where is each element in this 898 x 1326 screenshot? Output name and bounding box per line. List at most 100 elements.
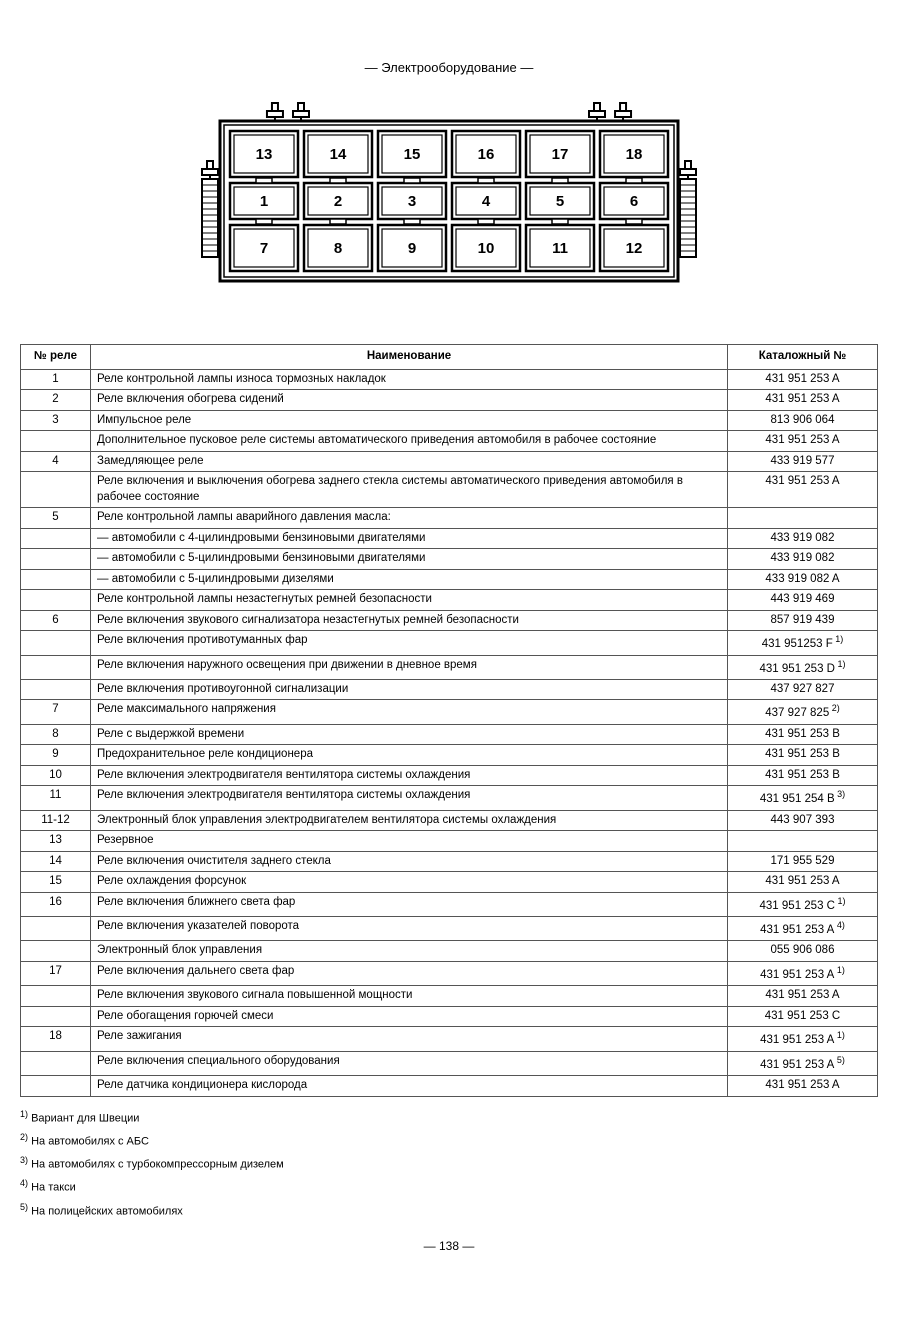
cell-catalog-number: 433 919 082 <box>728 549 878 570</box>
footnote-ref: 3) <box>835 789 846 799</box>
svg-text:13: 13 <box>256 146 273 163</box>
cell-relay-number <box>21 590 91 611</box>
footnote-mark: 5) <box>20 1202 28 1212</box>
cell-relay-name: — автомобили с 5-цилиндровыми дизелями <box>91 569 728 590</box>
table-row: Реле включения звукового сигнала повышен… <box>21 986 878 1007</box>
cell-relay-name: Реле включения противотуманных фар <box>91 631 728 655</box>
footnote-ref: 1) <box>834 1030 845 1040</box>
svg-text:5: 5 <box>556 193 564 210</box>
table-row: 14Реле включения очистителя заднего стек… <box>21 851 878 872</box>
table-row: 11Реле включения электродвигателя вентил… <box>21 786 878 810</box>
svg-text:14: 14 <box>330 146 347 163</box>
cell-relay-number <box>21 472 91 508</box>
footnote-mark: 2) <box>20 1132 28 1142</box>
cell-relay-number <box>21 1051 91 1075</box>
cell-catalog-number: 437 927 827 <box>728 679 878 700</box>
cell-relay-name: Электронный блок управления <box>91 941 728 962</box>
cell-relay-name: Реле включения обогрева сидений <box>91 390 728 411</box>
cell-catalog-number: 433 919 082 <box>728 528 878 549</box>
cell-relay-number <box>21 631 91 655</box>
table-row: 17Реле включения дальнего света фар431 9… <box>21 961 878 985</box>
cell-relay-number <box>21 655 91 679</box>
cell-relay-name: Резервное <box>91 831 728 852</box>
table-row: 18Реле зажигания431 951 253 A 1) <box>21 1027 878 1051</box>
cell-relay-name: Реле максимального напряжения <box>91 700 728 724</box>
cell-catalog-number: 431 951 253 A <box>728 369 878 390</box>
cell-catalog-number: 813 906 064 <box>728 410 878 431</box>
cell-catalog-number: 857 919 439 <box>728 610 878 631</box>
table-row: Реле включения противотуманных фар431 95… <box>21 631 878 655</box>
cell-catalog-number: 431 951 253 A <box>728 1075 878 1096</box>
cell-catalog-number: 431 951 253 A <box>728 872 878 893</box>
cell-relay-number: 11-12 <box>21 810 91 831</box>
table-header-row: № реле Наименование Каталожный № <box>21 345 878 370</box>
svg-text:10: 10 <box>478 240 495 257</box>
table-row: Реле датчика кондиционера кислорода431 9… <box>21 1075 878 1096</box>
cell-catalog-number: 431 951 253 A 4) <box>728 917 878 941</box>
cell-catalog-number: 431 951 253 B <box>728 745 878 766</box>
footnote-mark: 3) <box>20 1155 28 1165</box>
cell-relay-number: 8 <box>21 724 91 745</box>
cell-relay-number: 7 <box>21 700 91 724</box>
cell-catalog-number: 431 951 253 D 1) <box>728 655 878 679</box>
cell-relay-name: Реле контрольной лампы аварийного давлен… <box>91 508 728 529</box>
section-title: — Электрооборудование — <box>20 60 878 75</box>
cell-relay-number: 6 <box>21 610 91 631</box>
footnote: 3) На автомобилях с турбокомпрессорным д… <box>20 1153 878 1174</box>
table-row: 9Предохранительное реле кондиционера431 … <box>21 745 878 766</box>
cell-relay-number: 13 <box>21 831 91 852</box>
cell-relay-number <box>21 941 91 962</box>
cell-relay-number <box>21 986 91 1007</box>
footnotes: 1) Вариант для Швеции2) На автомобилях с… <box>20 1107 878 1221</box>
footnote-text: На автомобилях с АБС <box>28 1135 149 1147</box>
cell-relay-number: 18 <box>21 1027 91 1051</box>
cell-relay-number: 2 <box>21 390 91 411</box>
table-row: — автомобили с 5-цилиндровыми бензиновым… <box>21 549 878 570</box>
svg-text:15: 15 <box>404 146 421 163</box>
cell-relay-number <box>21 569 91 590</box>
cell-relay-name: Реле включения дальнего света фар <box>91 961 728 985</box>
table-row: — автомобили с 5-цилиндровыми дизелями43… <box>21 569 878 590</box>
table-row: 16Реле включения ближнего света фар431 9… <box>21 892 878 916</box>
page-number: — 138 — <box>20 1239 878 1253</box>
cell-catalog-number <box>728 831 878 852</box>
svg-text:18: 18 <box>626 146 643 163</box>
cell-relay-number: 15 <box>21 872 91 893</box>
svg-text:4: 4 <box>482 193 491 210</box>
cell-relay-number: 17 <box>21 961 91 985</box>
footnote-text: На автомобилях с турбокомпрессорным дизе… <box>28 1159 284 1171</box>
cell-relay-name: Импульсное реле <box>91 410 728 431</box>
cell-relay-name: Реле контрольной лампы износа тормозных … <box>91 369 728 390</box>
col-header-cat: Каталожный № <box>728 345 878 370</box>
table-row: 13Резервное <box>21 831 878 852</box>
cell-relay-name: Реле включения ближнего света фар <box>91 892 728 916</box>
cell-relay-name: Реле включения электродвигателя вентилят… <box>91 765 728 786</box>
cell-catalog-number: 433 919 577 <box>728 451 878 472</box>
cell-relay-name: Замедляющее реле <box>91 451 728 472</box>
relay-diagram: 131415161718123456789101112 <box>190 91 708 311</box>
cell-catalog-number: 055 906 086 <box>728 941 878 962</box>
cell-relay-name: Реле включения и выключения обогрева зад… <box>91 472 728 508</box>
table-row: 10Реле включения электродвигателя вентил… <box>21 765 878 786</box>
cell-catalog-number: 437 927 825 2) <box>728 700 878 724</box>
cell-relay-name: Реле зажигания <box>91 1027 728 1051</box>
cell-catalog-number: 431 951 253 C 1) <box>728 892 878 916</box>
cell-relay-name: Реле включения указателей поворота <box>91 917 728 941</box>
page: — Электрооборудование — 1314151617181234… <box>0 0 898 1293</box>
footnote-ref: 1) <box>835 659 846 669</box>
cell-relay-number <box>21 1075 91 1096</box>
cell-catalog-number: 431 951 253 A 5) <box>728 1051 878 1075</box>
table-row: 5Реле контрольной лампы аварийного давле… <box>21 508 878 529</box>
svg-text:12: 12 <box>626 240 643 257</box>
footnote-text: На полицейских автомобилях <box>28 1205 183 1217</box>
table-row: 3Импульсное реле813 906 064 <box>21 410 878 431</box>
table-row: Электронный блок управления055 906 086 <box>21 941 878 962</box>
footnote-ref: 1) <box>835 896 846 906</box>
table-row: Реле включения наружного освещения при д… <box>21 655 878 679</box>
cell-relay-number: 5 <box>21 508 91 529</box>
cell-relay-name: Реле обогащения горючей смеси <box>91 1006 728 1027</box>
cell-relay-name: Реле включения наружного освещения при д… <box>91 655 728 679</box>
footnote-ref: 1) <box>833 634 844 644</box>
footnote-text: Вариант для Швеции <box>28 1112 139 1124</box>
footnote: 5) На полицейских автомобилях <box>20 1200 878 1221</box>
